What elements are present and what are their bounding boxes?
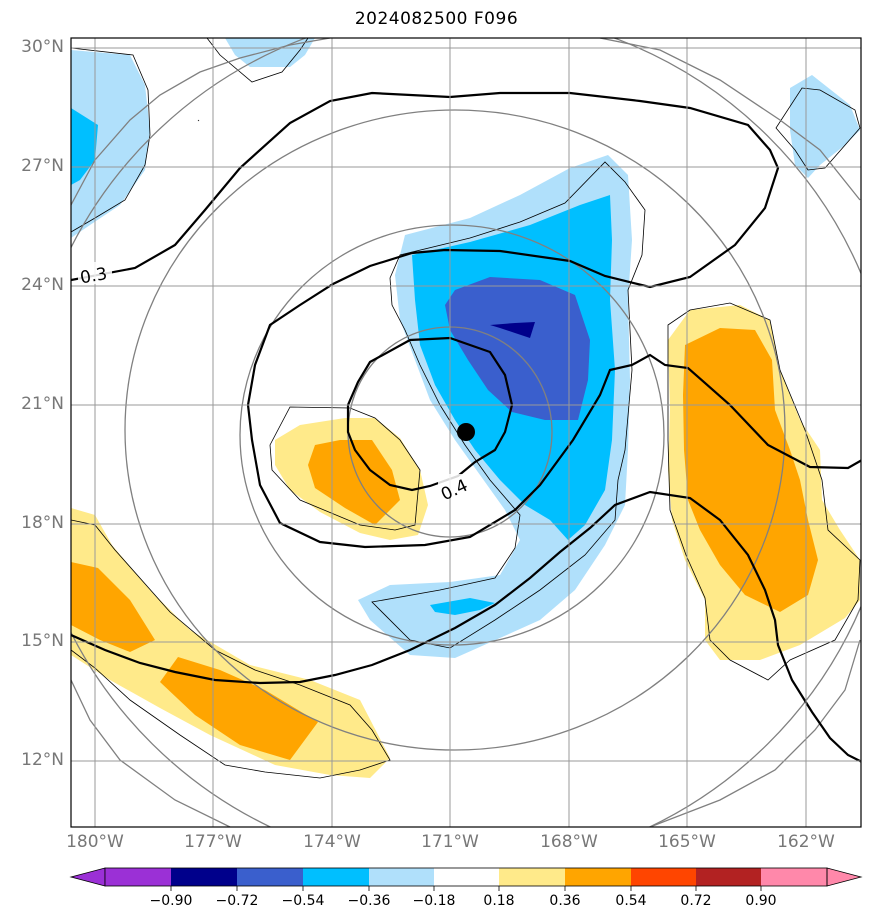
- contour-0.3: [71, 91, 861, 549]
- colorbar-seg-11: [761, 868, 827, 886]
- lat-label-27n: 27°N: [21, 156, 64, 176]
- map-frame: [70, 37, 862, 828]
- colorbar-tick-1: −0.90: [149, 893, 193, 909]
- fill-lightblue-ne: [790, 75, 860, 178]
- lon-label-171w: 171°W: [421, 832, 479, 852]
- fill-orange-sw-lower: [160, 657, 318, 760]
- colorbar-seg-2: [171, 868, 237, 886]
- lon-label-162w: 162°W: [777, 832, 835, 852]
- contour-outer: [71, 490, 861, 763]
- colorbar-tick-4: −0.36: [347, 893, 391, 909]
- lat-label-15n: 15°N: [21, 631, 64, 651]
- fill-lightblue-nw: [71, 50, 150, 238]
- colorbar-tick-10: 0.90: [745, 893, 777, 909]
- fill-yellow-sw: [71, 508, 390, 778]
- map-title: 2024082500 F096: [354, 9, 519, 29]
- contour-label-0.3: 0.3: [79, 264, 109, 288]
- colorbar-tick-8: 0.54: [615, 893, 647, 909]
- lat-label-12n: 12°N: [21, 750, 64, 770]
- fill-navy-center: [490, 322, 535, 338]
- colorbar-seg-4: [303, 868, 369, 886]
- fill-skyblue-south: [430, 598, 495, 615]
- colorbar-seg-10: [696, 868, 761, 886]
- map-layers: 0.3 0.4: [71, 38, 861, 827]
- fill-orange-east: [683, 328, 818, 612]
- colorbar-tick-3: −0.54: [281, 893, 325, 909]
- thin-contours: [71, 38, 861, 779]
- gray-ring-5: [71, 38, 861, 827]
- lat-label-24n: 24°N: [21, 275, 64, 295]
- lat-label-18n: 18°N: [21, 513, 64, 533]
- gray-circle-2: [239, 224, 665, 646]
- center-marker: [457, 423, 475, 441]
- colorbar-seg-5: [369, 868, 434, 886]
- lon-label-177w: 177°W: [184, 832, 242, 852]
- colorbar-tick-9: 0.72: [680, 893, 712, 909]
- lon-label-180w: 180°W: [66, 832, 124, 852]
- lat-label-30n: 30°N: [21, 37, 64, 57]
- lon-label-174w: 174°W: [303, 832, 361, 852]
- colorbar-tick-6: 0.18: [483, 893, 515, 909]
- lon-label-165w: 165°W: [658, 832, 716, 852]
- gridlines: [71, 38, 861, 827]
- colorbar-seg-8: [565, 868, 631, 886]
- colorbar-min-triangle: [69, 867, 106, 887]
- fill-skyblue-nw: [71, 108, 98, 185]
- colorbar-seg-3: [237, 868, 303, 886]
- colorbar-tick-7: 0.36: [549, 893, 581, 909]
- gray-circle-3: [124, 109, 786, 751]
- fill-royalblue-center: [445, 277, 590, 420]
- colorbar-outline: [104, 867, 828, 887]
- colorbar-seg-6: [434, 868, 499, 886]
- colorbar-tick-2: −0.72: [215, 893, 259, 909]
- colorbar-seg-7: [499, 868, 565, 886]
- anomaly-fills: [71, 38, 860, 778]
- fill-orange-center: [308, 440, 400, 525]
- lon-label-168w: 168°W: [540, 832, 598, 852]
- colorbar-max-triangle: [826, 867, 863, 887]
- colorbar-tick-5: −0.18: [412, 893, 456, 909]
- colorbar: [69, 867, 863, 891]
- colorbar-seg-9: [631, 868, 696, 886]
- fill-orange-sw-upper: [71, 562, 155, 652]
- colorbar-seg-1: [105, 868, 171, 886]
- lat-label-21n: 21°N: [21, 394, 64, 414]
